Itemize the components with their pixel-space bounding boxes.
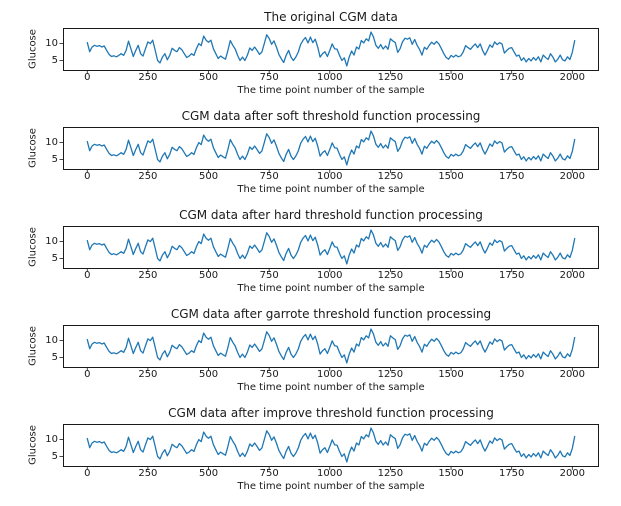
line-plot (59, 226, 599, 272)
x-tick-label: 0 (84, 171, 91, 182)
y-tick-label: 10 (45, 235, 58, 247)
x-tick-label: 1750 (498, 468, 525, 479)
x-tick-label: 250 (138, 270, 158, 281)
x-tick-label: 1500 (438, 171, 464, 182)
y-axis-ticks: 5 10 (0, 396, 58, 495)
x-axis-ticks: 0 250 500 750 1000 1250 1500 1750 2000 (63, 469, 599, 481)
x-tick-label: 500 (198, 171, 219, 182)
x-tick-label: 1250 (377, 369, 404, 380)
x-tick-label: 1250 (377, 468, 404, 479)
y-tick-label: 10 (45, 334, 58, 346)
x-axis-label: The time point number of the sample (237, 184, 425, 195)
chart-title: CGM data after improve threshold functio… (168, 406, 494, 420)
x-tick-label: 0 (84, 72, 91, 83)
x-tick-label: 250 (138, 171, 158, 182)
y-tick-label: 5 (51, 54, 58, 66)
x-tick-label: 1000 (317, 270, 343, 281)
x-axis-label: The time point number of the sample (237, 382, 425, 393)
y-tick-label: 10 (45, 136, 58, 148)
x-tick-label: 750 (259, 270, 279, 281)
x-tick-label: 0 (84, 369, 91, 380)
x-tick-label: 0 (84, 468, 91, 479)
x-tick-label: 750 (259, 468, 279, 479)
chart-title: CGM data after hard threshold function p… (179, 208, 483, 222)
x-tick-label: 2000 (559, 72, 586, 83)
subplot-soft-threshold: CGM data after soft threshold function p… (0, 99, 621, 198)
subplot-original-cgm: The original CGM data Glucose 5 10 0 250 50… (0, 0, 621, 99)
y-axis-ticks: 5 10 (0, 297, 58, 396)
x-axis-ticks: 0 250 500 750 1000 1250 1500 1750 2000 (63, 73, 599, 85)
line-plot (59, 127, 599, 173)
x-tick-label: 1250 (377, 171, 404, 182)
x-tick-label: 1000 (317, 369, 343, 380)
x-tick-label: 250 (138, 369, 158, 380)
y-axis-ticks: 5 10 (0, 198, 58, 297)
y-tick-label: 10 (45, 37, 58, 49)
x-tick-label: 1250 (377, 72, 404, 83)
x-tick-label: 0 (84, 270, 91, 281)
chart-title: CGM data after soft threshold function p… (181, 109, 481, 123)
x-axis-label: The time point number of the sample (237, 481, 425, 492)
x-tick-label: 750 (259, 171, 279, 182)
x-tick-label: 500 (198, 72, 219, 83)
y-axis-ticks: 5 10 (0, 0, 58, 99)
x-axis-ticks: 0 250 500 750 1000 1250 1500 1750 2000 (63, 370, 599, 382)
x-tick-label: 250 (138, 468, 158, 479)
x-tick-label: 1500 (438, 270, 464, 281)
x-tick-label: 1750 (498, 270, 525, 281)
x-tick-label: 1750 (498, 171, 525, 182)
chart-title: The original CGM data (264, 10, 398, 24)
y-tick-label: 5 (51, 450, 58, 462)
y-axis-ticks: 5 10 (0, 99, 58, 198)
x-tick-label: 500 (198, 369, 219, 380)
x-tick-label: 1250 (377, 270, 404, 281)
x-tick-label: 500 (198, 468, 219, 479)
line-plot (59, 28, 599, 74)
x-tick-label: 2000 (559, 369, 586, 380)
chart-title: CGM data after garrote threshold functio… (170, 307, 492, 321)
y-tick-label: 5 (51, 153, 58, 165)
subplot-improve-threshold: CGM data after improve threshold functio… (0, 396, 621, 495)
x-tick-label: 500 (198, 270, 219, 281)
line-plot (59, 325, 599, 371)
y-tick-label: 5 (51, 351, 58, 363)
line-plot (59, 424, 599, 470)
x-tick-label: 1750 (498, 72, 525, 83)
x-axis-label: The time point number of the sample (237, 283, 425, 294)
x-tick-label: 1500 (438, 369, 464, 380)
y-tick-label: 5 (51, 252, 58, 264)
x-tick-label: 1000 (317, 468, 343, 479)
x-tick-label: 250 (138, 72, 158, 83)
x-tick-label: 750 (259, 72, 279, 83)
x-tick-label: 1000 (317, 72, 343, 83)
subplot-hard-threshold: CGM data after hard threshold function p… (0, 198, 621, 297)
x-axis-ticks: 0 250 500 750 1000 1250 1500 1750 2000 (63, 271, 599, 283)
x-axis-ticks: 0 250 500 750 1000 1250 1500 1750 2000 (63, 172, 599, 184)
x-axis-label: The time point number of the sample (237, 85, 425, 96)
x-tick-label: 1750 (498, 369, 525, 380)
x-tick-label: 1000 (317, 171, 343, 182)
subplot-garrote-threshold: CGM data after garrote threshold functio… (0, 297, 621, 396)
x-tick-label: 750 (259, 369, 279, 380)
x-tick-label: 1500 (438, 468, 464, 479)
x-tick-label: 2000 (559, 468, 586, 479)
y-tick-label: 10 (45, 433, 58, 445)
x-tick-label: 2000 (559, 270, 586, 281)
x-tick-label: 2000 (559, 171, 586, 182)
x-tick-label: 1500 (438, 72, 464, 83)
